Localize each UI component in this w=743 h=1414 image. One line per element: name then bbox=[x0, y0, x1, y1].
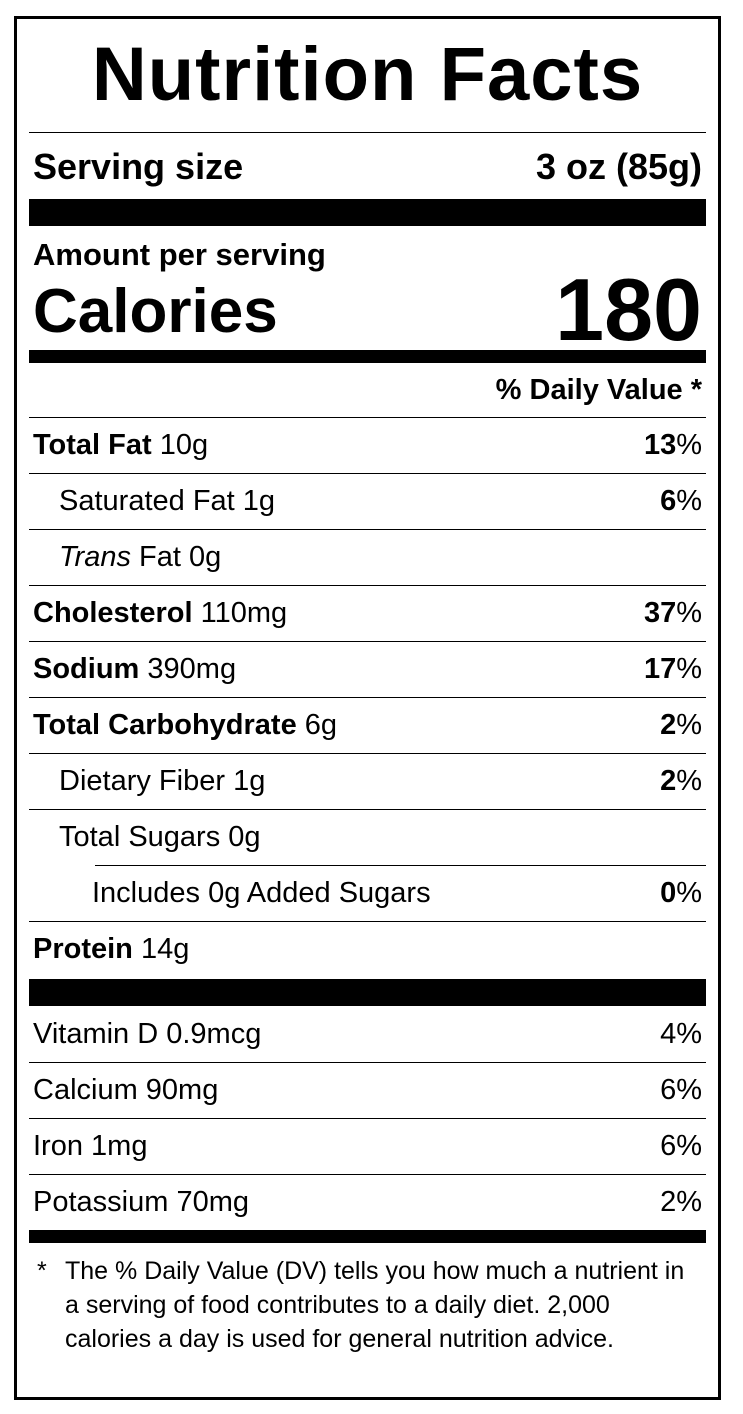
vitamin-name: Potassium 70mg bbox=[33, 1186, 249, 1218]
nutrient-row-added-sugars: Includes 0g Added Sugars 0% bbox=[29, 866, 706, 921]
nutrient-row-total-carbohydrate: Total Carbohydrate 6g 2% bbox=[29, 698, 706, 753]
divider bbox=[29, 473, 706, 474]
nutrition-label: Nutrition Facts Serving size 3 oz (85g) … bbox=[14, 16, 721, 1400]
divider bbox=[29, 529, 706, 530]
nutrient-amount: 6g bbox=[304, 709, 338, 741]
nutrient-row-dietary-fiber: Dietary Fiber 1g 2% bbox=[29, 754, 706, 809]
serving-size-label: Serving size bbox=[33, 146, 244, 187]
nutrient-name: Sodium bbox=[33, 653, 140, 685]
vitamin-row-vitamin-d: Vitamin D 0.9mcg 4% bbox=[29, 1007, 706, 1062]
amount-per-serving: Amount per serving bbox=[33, 237, 326, 272]
divider bbox=[29, 1062, 706, 1063]
divider bbox=[29, 809, 706, 810]
vitamin-name: Calcium 90mg bbox=[33, 1074, 219, 1106]
vitamin-name: Iron 1mg bbox=[33, 1130, 148, 1162]
nutrient-name: Total Carbohydrate bbox=[33, 709, 297, 741]
vitamin-row-calcium: Calcium 90mg 6% bbox=[29, 1063, 706, 1118]
nutrient-amount: 110mg bbox=[200, 597, 288, 629]
divider bbox=[29, 1118, 706, 1119]
nutrient-row-saturated-fat: Saturated Fat 1g 6% bbox=[29, 474, 706, 529]
nutrient-name: Fat bbox=[130, 541, 181, 573]
vitamin-row-iron: Iron 1mg 6% bbox=[29, 1119, 706, 1174]
nutrient-dv-percent: % bbox=[676, 653, 702, 685]
nutrient-dv: 2 bbox=[660, 709, 677, 741]
divider bbox=[95, 865, 706, 866]
nutrient-amount: 10g bbox=[159, 429, 209, 461]
nutrient-amount: 0g bbox=[189, 541, 222, 573]
nutrient-row-total-sugars: Total Sugars 0g bbox=[29, 810, 706, 865]
nutrient-dv-percent: % bbox=[676, 709, 702, 741]
vitamin-dv: 4% bbox=[660, 1018, 702, 1050]
divider bbox=[29, 753, 706, 754]
nutrient-amount: 1g bbox=[242, 485, 276, 517]
divider bbox=[29, 585, 706, 586]
nutrient-name: Saturated Fat bbox=[59, 485, 235, 517]
medium-divider bbox=[29, 350, 706, 363]
nutrient-name: Total Fat bbox=[33, 429, 152, 461]
nutrient-dv-percent: % bbox=[676, 877, 702, 909]
calories-value: 180 bbox=[555, 260, 702, 359]
vitamin-row-potassium: Potassium 70mg 2% bbox=[29, 1175, 706, 1230]
nutrient-amount: 0g bbox=[228, 821, 261, 853]
vitamin-dv: 6% bbox=[660, 1130, 702, 1162]
divider bbox=[29, 132, 706, 133]
nutrient-dv: 37 bbox=[643, 597, 677, 629]
nutrient-row-trans-fat: Trans Fat 0g bbox=[29, 530, 706, 585]
vitamin-name: Vitamin D 0.9mcg bbox=[33, 1018, 262, 1050]
nutrient-name: Total Sugars bbox=[59, 821, 221, 853]
nutrient-row-total-fat: Total Fat 10g 13% bbox=[29, 418, 706, 473]
calories-label: Calories bbox=[33, 277, 278, 346]
nutrient-dv-percent: % bbox=[676, 485, 702, 517]
nutrient-name: Dietary Fiber bbox=[59, 765, 225, 797]
thick-divider bbox=[29, 199, 706, 226]
nutrient-dv-percent: % bbox=[676, 429, 702, 461]
nutrient-dv: 2 bbox=[660, 765, 677, 797]
nutrient-dv: 6 bbox=[660, 485, 677, 517]
nutrient-dv: 13 bbox=[643, 429, 677, 461]
nutrient-amount: 1g bbox=[233, 765, 266, 797]
nutrient-dv: 0 bbox=[660, 877, 677, 909]
divider bbox=[29, 697, 706, 698]
footnote-asterisk: * bbox=[37, 1257, 47, 1285]
nutrient-name: Protein bbox=[33, 933, 133, 965]
medium-divider bbox=[29, 1230, 706, 1243]
daily-value-header: % Daily Value * bbox=[495, 374, 702, 406]
divider bbox=[29, 1174, 706, 1175]
nutrient-name: Cholesterol bbox=[33, 597, 193, 629]
vitamin-dv: 6% bbox=[660, 1074, 702, 1106]
nutrient-dv-percent: % bbox=[676, 765, 702, 797]
divider bbox=[29, 417, 706, 418]
vitamin-dv: 2% bbox=[660, 1186, 702, 1218]
serving-size-value: 3 oz (85g) bbox=[535, 146, 702, 187]
nutrient-dv-percent: % bbox=[676, 597, 702, 629]
divider bbox=[29, 641, 706, 642]
nutrient-name-italic: Trans bbox=[59, 541, 131, 573]
footnote-text: The % Daily Value (DV) tells you how muc… bbox=[65, 1257, 685, 1353]
nutrient-dv: 17 bbox=[643, 653, 677, 685]
label-title: Nutrition Facts bbox=[91, 32, 644, 117]
nutrient-name: Includes 0g Added Sugars bbox=[92, 877, 431, 909]
nutrient-row-cholesterol: Cholesterol 110mg 37% bbox=[29, 586, 706, 641]
serving-size-row: Serving size 3 oz (85g) bbox=[29, 146, 706, 187]
thick-divider bbox=[29, 979, 706, 1006]
nutrient-row-protein: Protein 14g bbox=[29, 922, 706, 977]
nutrient-amount: 14g bbox=[140, 933, 190, 965]
divider bbox=[29, 921, 706, 922]
footnote: * The % Daily Value (DV) tells you how m… bbox=[33, 1254, 702, 1356]
nutrient-row-sodium: Sodium 390mg 17% bbox=[29, 642, 706, 697]
nutrient-amount: 390mg bbox=[147, 653, 237, 685]
